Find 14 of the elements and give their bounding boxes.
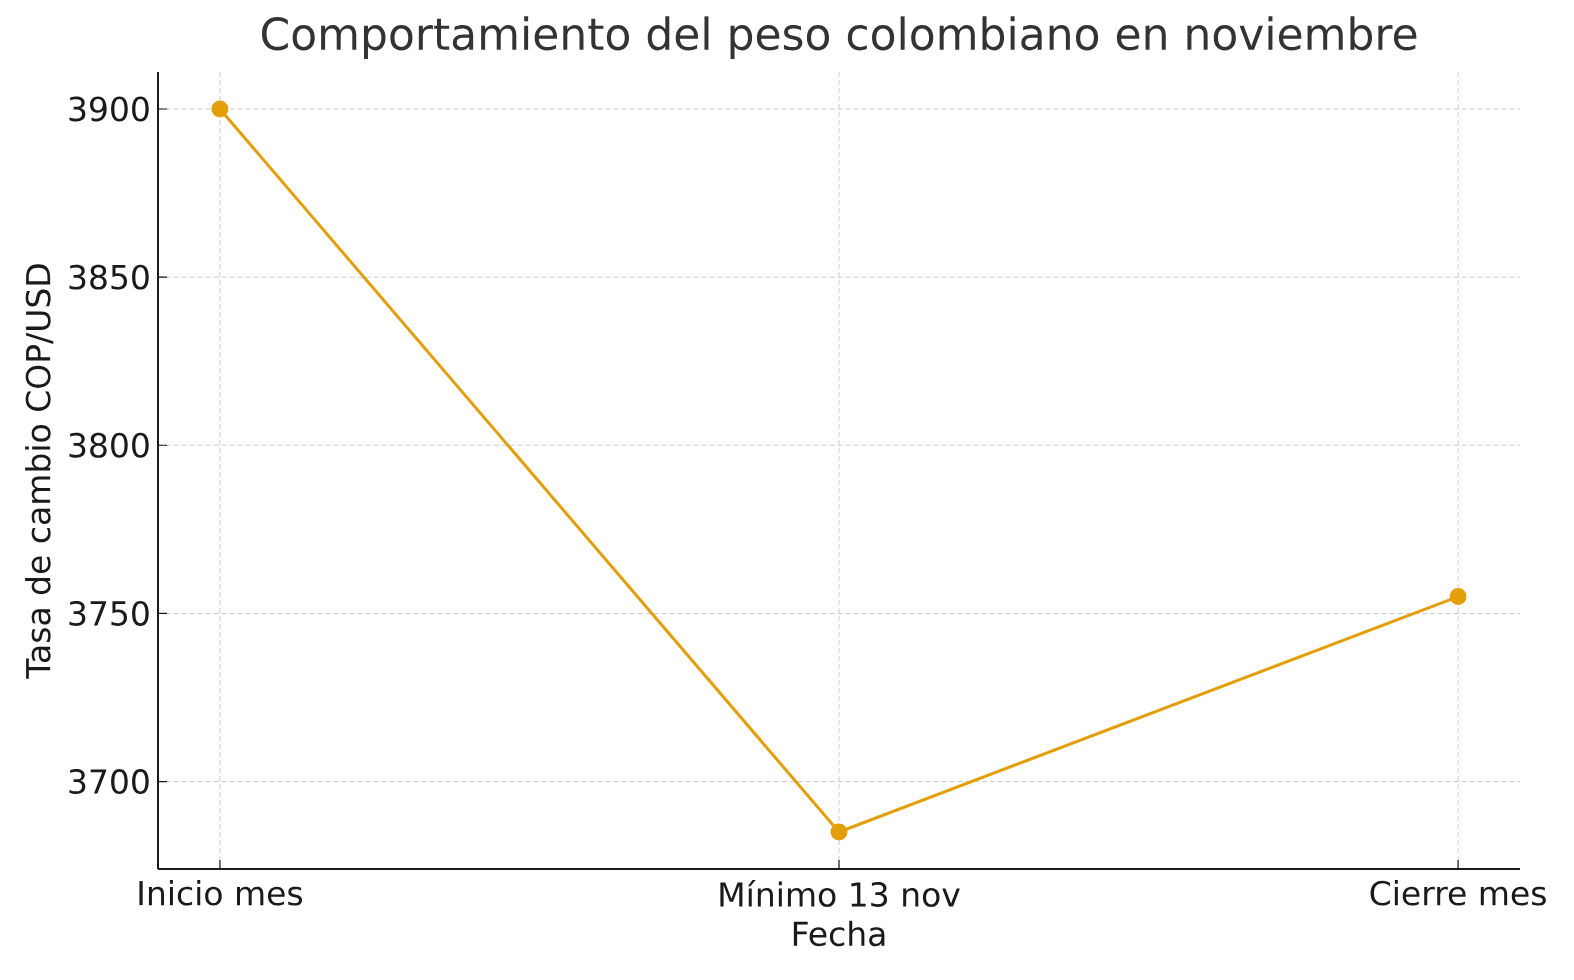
chart-title: Comportamiento del peso colombiano en noviembre — [261, 16, 1417, 59]
y-tick-label: 3800 — [69, 432, 149, 458]
y-tick-label: 3700 — [69, 769, 149, 795]
y-tick-label: 3750 — [69, 600, 149, 626]
point — [830, 823, 848, 841]
y-tick-label: 3850 — [69, 264, 149, 290]
x-tick-label: Inicio mes — [139, 880, 303, 906]
x-tick-label: Mínimo 13 nov — [720, 880, 960, 907]
y-tick-label: 3900 — [69, 96, 149, 122]
point — [211, 100, 229, 118]
point — [1449, 588, 1467, 606]
x-tick-label: Cierre mes — [1370, 880, 1546, 906]
y-axis-title: Tasa de cambio COP/USD — [25, 264, 54, 679]
x-axis-title: Fecha — [793, 920, 885, 947]
